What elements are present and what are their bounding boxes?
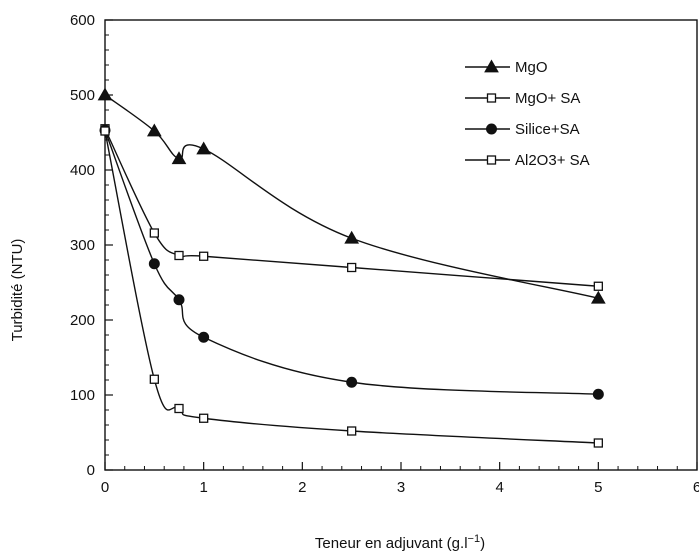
marker-square [199, 251, 209, 261]
marker-circle [198, 331, 210, 343]
legend-item: MgO [465, 59, 548, 76]
series-2 [100, 124, 603, 291]
marker-square [486, 93, 497, 103]
x-tick-label: 2 [298, 479, 306, 496]
marker-circle [148, 258, 160, 270]
marker-square [593, 281, 603, 291]
series-3 [99, 124, 604, 400]
y-tick-label: 500 [70, 87, 95, 104]
y-tick-label: 200 [70, 312, 95, 329]
x-tick-label: 5 [594, 479, 602, 496]
x-axis: 0 1 2 3 4 5 6 [101, 462, 699, 496]
marker-circle [173, 294, 185, 306]
marker-square [174, 250, 184, 261]
x-tick-label: 4 [495, 479, 503, 496]
marker-square [486, 155, 497, 165]
marker-triangle [344, 230, 360, 244]
marker-triangle [146, 123, 162, 137]
y-tick-label: 400 [70, 162, 95, 179]
plot-frame [104, 19, 698, 471]
series-4 [100, 126, 603, 448]
x-tick-label: 3 [397, 479, 405, 496]
series-line [104, 130, 599, 395]
marker-triangle [171, 151, 187, 165]
legend: MgO MgO+ SA Silice+SA Al2O3+ SA [465, 59, 590, 169]
marker-square [149, 228, 159, 238]
x-tick-label: 1 [199, 479, 207, 496]
x-axis-title-exponent: −1 [468, 533, 481, 545]
marker-circle [346, 376, 358, 388]
y-axis: 0 100 200 300 400 500 600 [70, 12, 113, 479]
y-tick-label: 300 [70, 237, 95, 254]
marker-square [149, 374, 159, 384]
marker-circle [592, 388, 604, 400]
x-axis-title-main: Teneur en adjuvant (g.l [315, 535, 468, 552]
marker-triangle [484, 59, 499, 73]
marker-circle [486, 123, 497, 135]
x-axis-title: Teneur en adjuvant (g.l−1) [315, 533, 485, 552]
y-axis-title: Turbidité (NTU) [9, 239, 26, 342]
legend-item: MgO+ SA [465, 90, 580, 107]
marker-square [199, 413, 209, 423]
legend-label: Silice+SA [515, 121, 580, 138]
series-layer [97, 87, 606, 448]
marker-square [174, 403, 184, 414]
marker-square [347, 262, 357, 273]
marker-triangle [590, 290, 606, 304]
plot-area [104, 19, 698, 471]
y-tick-label: 600 [70, 12, 95, 29]
marker-square [347, 426, 357, 436]
marker-triangle [196, 141, 212, 155]
legend-label: Al2O3+ SA [515, 152, 590, 169]
series-line [104, 130, 599, 444]
marker-triangle [97, 87, 113, 101]
marker-square [593, 438, 603, 448]
x-tick-label: 6 [693, 479, 699, 496]
x-tick-label: 0 [101, 479, 109, 496]
legend-item: Silice+SA [465, 121, 580, 138]
legend-label: MgO+ SA [515, 90, 580, 107]
y-tick-label: 100 [70, 387, 95, 404]
legend-item: Al2O3+ SA [465, 152, 590, 169]
y-tick-label: 0 [87, 462, 95, 479]
marker-square [100, 126, 110, 136]
series-1 [97, 87, 606, 304]
x-axis-title-close: ) [480, 535, 485, 552]
legend-label: MgO [515, 59, 548, 76]
